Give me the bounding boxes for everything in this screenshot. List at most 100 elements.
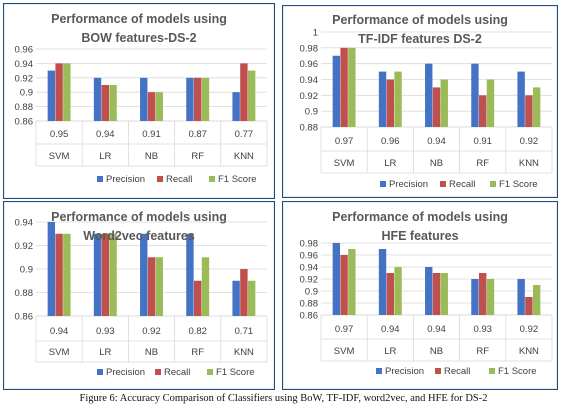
category-label: RF: [476, 158, 489, 169]
legend-label: Precision: [106, 174, 145, 185]
chart-border: [282, 201, 558, 390]
legend-label: Precision: [106, 367, 145, 378]
chart-panel-hfe: 0.86 0.88 0.9 0.92 0.94 0.96 0.98 0.97 SVM 0.94 LR…: [282, 201, 558, 390]
bar-precision: [425, 267, 433, 315]
row-value-label: 0.92: [520, 324, 539, 335]
chart-title-line: Performance of models using: [51, 210, 227, 224]
y-tick-label: 0.96: [300, 59, 319, 70]
chart-panel-bow: 0.86 0.88 0.9 0.92 0.94 0.96 0.95 SVM 0.94 LR 0.91…: [3, 3, 275, 199]
bar-precision: [186, 77, 194, 121]
bar-f1-score: [348, 249, 356, 315]
row-value-label: 0.94: [427, 136, 446, 147]
chart-word2vec: 0.86 0.88 0.9 0.92 0.94 0.94 SVM 0.93 LR 0.92 NB 0.…: [3, 201, 275, 390]
legend-swatch: [489, 368, 495, 374]
row-value-label: 0.94: [50, 326, 69, 337]
y-tick-label: 0.9: [305, 287, 318, 298]
legend-label: Recall: [449, 179, 475, 190]
y-tick-label: 0.9: [20, 88, 33, 99]
bar-precision: [378, 71, 387, 127]
row-value-label: 0.95: [50, 129, 69, 140]
legend-swatch: [209, 176, 215, 182]
bar-precision: [140, 233, 148, 316]
bar-f1-score: [486, 279, 495, 315]
bar-f1-score: [247, 70, 256, 121]
legend-label: F1 Score: [498, 366, 537, 377]
legend-label: F1 Score: [216, 367, 255, 378]
legend-swatch: [376, 368, 382, 374]
chart-title-line: BOW features-DS-2: [81, 31, 196, 45]
y-tick-label: 0.9: [305, 107, 318, 118]
category-label: KNN: [234, 151, 254, 162]
bar-precision: [47, 70, 56, 121]
y-tick-label: 0.92: [15, 73, 34, 84]
category-label: RF: [191, 151, 204, 162]
row-value-label: 0.93: [96, 326, 115, 337]
bar-precision: [378, 249, 387, 315]
y-tick-label: 0.9: [20, 265, 33, 276]
category-label: NB: [145, 347, 158, 358]
bar-recall: [194, 77, 202, 121]
y-tick-label: 0.94: [15, 59, 34, 70]
legend-swatch: [97, 176, 103, 182]
legend-swatch: [435, 368, 441, 374]
legend-label: F1 Score: [499, 179, 538, 190]
bar-recall: [479, 273, 487, 315]
chart-panel-tfidf: 0.88 0.9 0.92 0.94 0.96 0.98 1 0.97 SVM 0.96 LR 0.9…: [282, 5, 558, 198]
bar-recall: [55, 63, 63, 121]
y-tick-label: 0.94: [300, 263, 319, 274]
y-tick-label: 0.98: [300, 239, 319, 250]
row-value-label: 0.91: [473, 136, 492, 147]
bar-recall: [55, 233, 63, 316]
category-label: KNN: [519, 346, 539, 357]
chart-title-line: Word2vec features: [83, 229, 195, 243]
bar-f1-score: [155, 257, 163, 316]
row-value-label: 0.96: [381, 136, 400, 147]
category-label: SVM: [49, 151, 70, 162]
legend-label: F1 Score: [218, 174, 257, 185]
row-value-label: 0.91: [142, 129, 161, 140]
row-value-label: 0.71: [235, 326, 254, 337]
chart-title-line: TF-IDF features DS-2: [358, 32, 482, 46]
chart-hfe: 0.860.880.90.920.940.960.980.97SVM0.94LR…: [282, 201, 558, 390]
y-tick-label: 0.94: [300, 75, 319, 86]
y-tick-label: 1: [313, 28, 318, 39]
category-label: LR: [384, 158, 396, 169]
legend-swatch: [380, 181, 386, 187]
y-tick-label: 0.88: [300, 123, 319, 134]
category-label: SVM: [334, 346, 355, 357]
row-value-label: 0.97: [335, 136, 354, 147]
bar-precision: [332, 55, 341, 127]
y-tick-label: 0.86: [300, 311, 319, 322]
bar-precision: [232, 92, 240, 121]
bar-f1-score: [440, 79, 448, 127]
category-label: NB: [145, 151, 158, 162]
bar-precision: [47, 222, 56, 316]
bar-f1-score: [394, 267, 402, 315]
y-tick-label: 0.96: [15, 45, 34, 56]
bar-precision: [517, 279, 525, 315]
bar-f1-score: [63, 63, 71, 121]
bar-precision: [425, 63, 433, 127]
bar-recall: [525, 95, 533, 127]
bar-f1-score: [532, 87, 541, 127]
bar-f1-score: [109, 233, 117, 316]
bar-recall: [101, 233, 109, 316]
legend-label: Precision: [385, 366, 424, 377]
category-label: NB: [430, 158, 443, 169]
bar-recall: [194, 280, 202, 316]
y-tick-label: 0.98: [300, 43, 319, 54]
legend-label: Recall: [444, 366, 470, 377]
row-value-label: 0.92: [142, 326, 161, 337]
bar-f1-score: [63, 233, 71, 316]
category-label: KNN: [519, 158, 539, 169]
bar-f1-score: [247, 280, 256, 316]
chart-title-line: Performance of models using: [332, 210, 508, 224]
y-tick-label: 0.92: [300, 91, 319, 102]
bar-recall: [340, 255, 348, 315]
y-tick-label: 0.92: [15, 241, 34, 252]
bar-f1-score: [201, 77, 210, 121]
bar-f1-score: [394, 71, 402, 127]
legend-swatch: [207, 369, 213, 375]
bar-recall: [101, 85, 109, 121]
bar-f1-score: [109, 85, 117, 121]
